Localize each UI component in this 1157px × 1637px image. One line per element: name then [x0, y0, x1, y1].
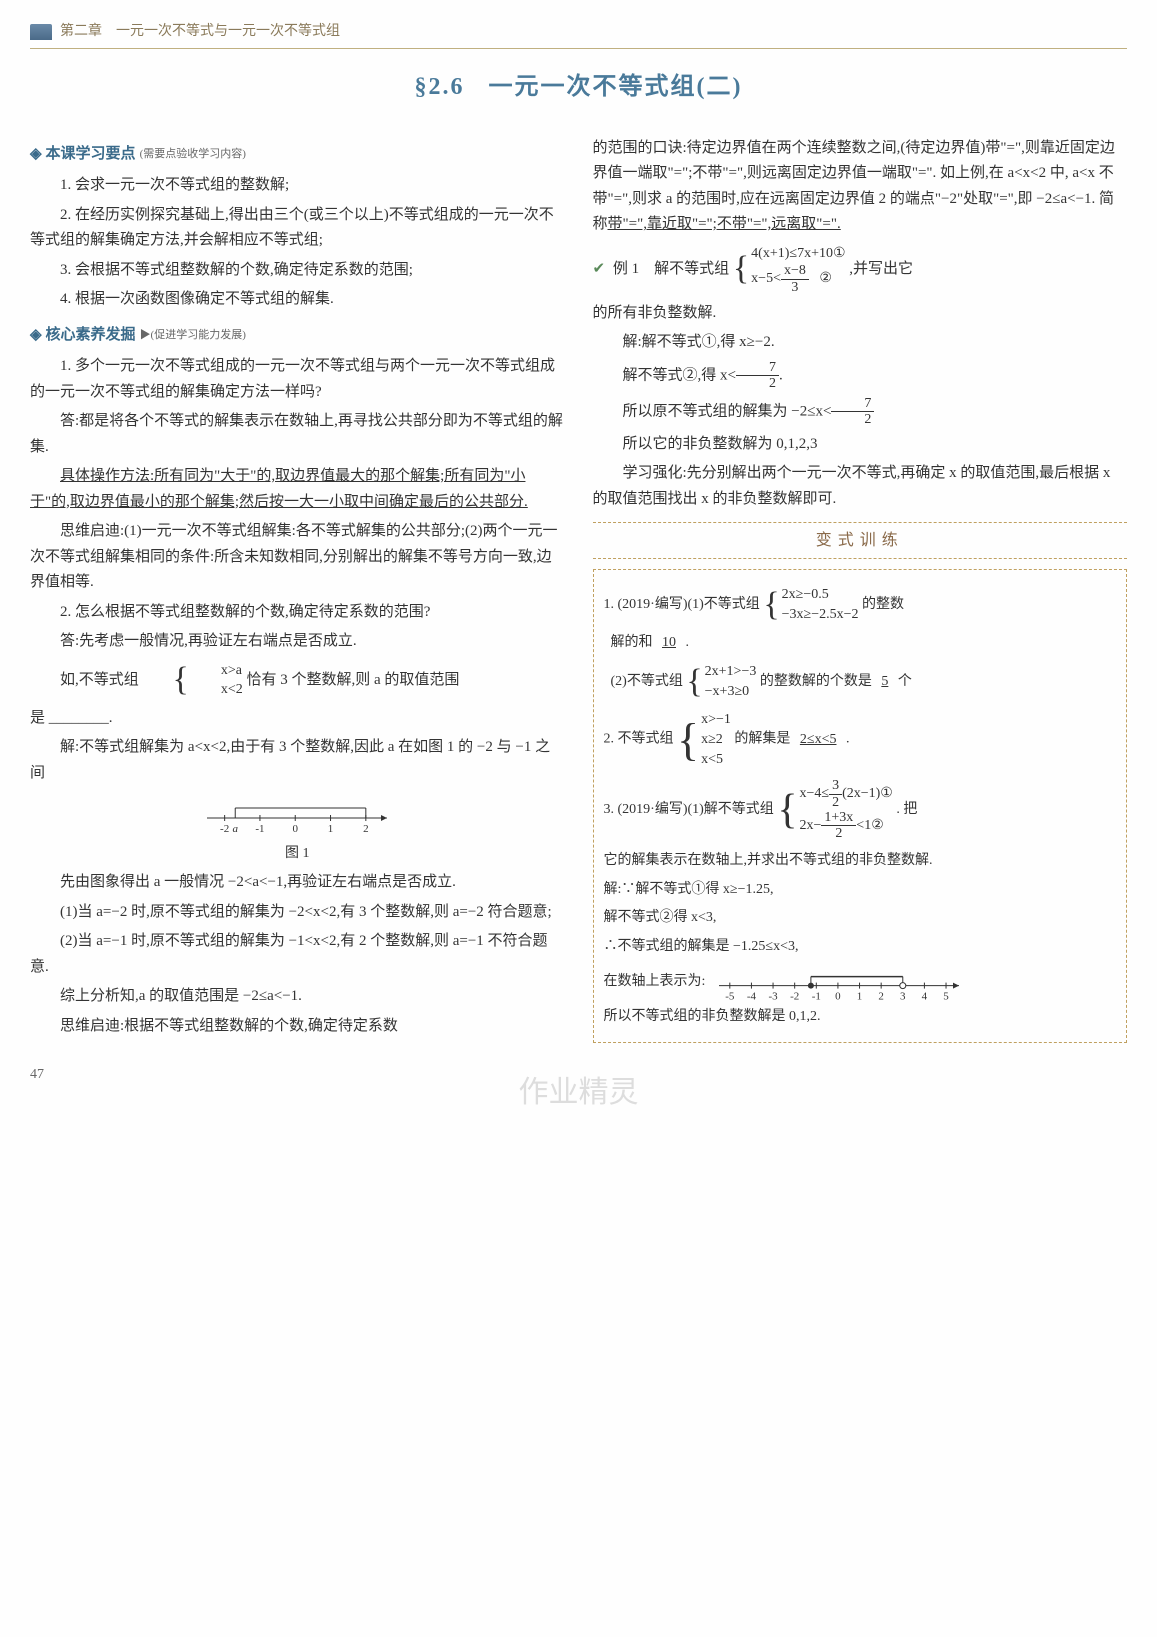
sol5: 综上分析知,a 的取值范围是 −2≤a<−1.	[30, 984, 565, 1010]
svg-text:0: 0	[835, 991, 841, 1000]
v3-nl: 在数轴上表示为: -5-4-3-2-1012345	[604, 964, 1117, 1000]
v3: 3. (2019·编写)(1)解不等式组 { x−4≤32(2x−1)① 2x−…	[604, 776, 1117, 844]
svg-text:4: 4	[922, 991, 928, 1000]
brace-icon: {	[733, 252, 749, 286]
sol1: 解:不等式组解集为 a<x<2,由于有 3 个整数解,因此 a 在如图 1 的 …	[30, 735, 565, 786]
eg-is: 是 ________.	[30, 706, 565, 732]
diamond-icon: ◈	[30, 323, 42, 349]
svg-text:5: 5	[943, 991, 949, 1000]
svg-text:-2: -2	[790, 991, 799, 1000]
eg-row1: x>a	[191, 661, 243, 681]
example1: ✔ 例 1 解不等式组 { 4(x+1)≤7x+10① x−5<x−83 ② ,…	[593, 242, 1128, 297]
watermark: 作业精灵	[30, 1067, 1127, 1118]
sp3: 3. 会根据不等式组整数解的个数,确定待定系数的范围;	[30, 258, 565, 284]
v2: 2. 不等式组 { x>−1 x≥2 x<5 的解集是 2≤x<5 .	[604, 708, 1117, 771]
tips-para: 的范围的口诀:待定边界值在两个连续整数之间,(待定边界值)带"=",则靠近固定边…	[593, 136, 1128, 238]
study-points-label: 本课学习要点	[46, 142, 136, 168]
ex1-s2: 解不等式②,得 x<72.	[593, 360, 1128, 392]
chapter-header: 第二章 一元一次不等式与一元一次不等式组	[30, 20, 1127, 49]
v3-s4: 所以不等式组的非负整数解是 0,1,2.	[604, 1005, 1117, 1029]
brace-icon: {	[777, 789, 797, 831]
v3-s3: ∴不等式组的解集是 −1.25≤x<3,	[604, 935, 1117, 959]
ex1-label: 例 1 解不等式组	[613, 261, 729, 277]
variant-box: 1. (2019·编写)(1)不等式组 { 2x≥−0.5 −3x≥−2.5x−…	[593, 569, 1128, 1043]
tips-underline: 带"=",靠近取"=";不带"=",远离取"=".	[608, 216, 841, 232]
core-literacy-note: ▶(促进学习能力发展)	[140, 326, 246, 345]
method: 具体操作方法:所有同为"大于"的,取边界值最大的那个解集;所有同为"小于"的,取…	[30, 464, 565, 515]
sp1: 1. 会求一元一次不等式组的整数解;	[30, 173, 565, 199]
check-icon: ✔	[593, 261, 606, 277]
diamond-icon: ◈	[30, 142, 42, 168]
book-icon	[30, 24, 52, 40]
siwei1: 思维启迪:(1)一元一次不等式组解集:各不等式解集的公共部分;(2)两个一元一次…	[30, 519, 565, 596]
chapter-header-text: 第二章 一元一次不等式与一元一次不等式组	[60, 20, 340, 44]
v1b: (2)不等式组 { 2x+1>−3 −x+3≥0 的整数解的个数是 5 个	[604, 660, 1117, 703]
v1: 1. (2019·编写)(1)不等式组 { 2x≥−0.5 −3x≥−2.5x−…	[604, 583, 1117, 626]
siwei2: 思维启迪:根据不等式组整数解的个数,确定待定系数	[30, 1014, 565, 1040]
v3-row1: x−4≤32(2x−1)①	[799, 778, 892, 810]
brace-icon: {	[143, 663, 189, 697]
ex1-row2: x−5<x−83 ②	[751, 263, 845, 295]
v1-line2: 解的和 10 .	[604, 631, 1117, 655]
svg-text:0: 0	[293, 823, 299, 834]
a2: 答:先考虑一般情况,再验证左右端点是否成立.	[30, 629, 565, 655]
v1b-answer: 5	[875, 674, 894, 689]
example-inline: 如,不等式组 { x>a x<2 恰有 3 个整数解,则 a 的取值范围	[30, 659, 565, 702]
eg-system: { x>a x<2	[143, 661, 243, 700]
ex1-s3: 所以原不等式组的解集为 −2≤x<72	[593, 396, 1128, 428]
v3-s1: 解:∵解不等式①得 x≥−1.25,	[604, 878, 1117, 902]
study-points-note: (需要点验收学习内容)	[140, 145, 246, 164]
ex1-s1: 解:解不等式①,得 x≥−2.	[593, 330, 1128, 356]
svg-text:-2: -2	[220, 823, 229, 834]
left-column: ◈ 本课学习要点 (需要点验收学习内容) 1. 会求一元一次不等式组的整数解; …	[30, 132, 565, 1043]
ex1-tail: ,并写出它	[849, 261, 913, 277]
sp4: 4. 根据一次函数图像确定不等式组的解集.	[30, 287, 565, 313]
v3-line2: 它的解集表示在数轴上,并求出不等式组的非负整数解.	[604, 849, 1117, 873]
svg-text:-4: -4	[747, 991, 757, 1000]
svg-text:3: 3	[900, 991, 906, 1000]
study-points-heading: ◈ 本课学习要点 (需要点验收学习内容)	[30, 142, 565, 168]
sol4: (2)当 a=−1 时,原不等式组的解集为 −1<x<2,有 2 个整数解,则 …	[30, 929, 565, 980]
eg-tail: 恰有 3 个整数解,则 a 的取值范围	[247, 672, 460, 688]
sp2: 2. 在经历实例探究基础上,得出由三个(或三个以上)不等式组成的一元一次不等式组…	[30, 203, 565, 254]
v3-s2: 解不等式②得 x<3,	[604, 906, 1117, 930]
svg-text:2: 2	[878, 991, 884, 1000]
svg-text:-1: -1	[256, 823, 265, 834]
fig1-caption: 图 1	[30, 842, 565, 866]
q2: 2. 怎么根据不等式组整数解的个数,确定待定系数的范围?	[30, 600, 565, 626]
eg-row2: x<2	[191, 680, 243, 700]
right-column: 的范围的口诀:待定边界值在两个连续整数之间,(待定边界值)带"=",则靠近固定边…	[593, 132, 1128, 1043]
core-literacy-heading: ◈ 核心素养发掘 ▶(促进学习能力发展)	[30, 323, 565, 349]
a1: 答:都是将各个不等式的解集表示在数轴上,再寻找公共部分即为不等式组的解集.	[30, 409, 565, 460]
ex1-s4: 所以它的非负整数解为 0,1,2,3	[593, 432, 1128, 458]
v3-row2: 2x−1+3x2<1②	[799, 810, 892, 842]
ex1-row1: 4(x+1)≤7x+10①	[751, 244, 845, 264]
svg-text:a: a	[233, 823, 239, 834]
ex1-system: { 4(x+1)≤7x+10① x−5<x−83 ②	[733, 244, 846, 295]
brace-icon: {	[763, 588, 779, 622]
svg-text:2: 2	[363, 823, 369, 834]
v1-answer: 10	[656, 635, 682, 650]
svg-text:-1: -1	[812, 991, 821, 1000]
q1: 1. 多个一元一次不等式组成的一元一次不等式组与两个一元一次不等式组成的一元一次…	[30, 354, 565, 405]
sol3: (1)当 a=−2 时,原不等式组的解集为 −2<x<2,有 3 个整数解,则 …	[30, 900, 565, 926]
sol2: 先由图象得出 a 一般情况 −2<a<−1,再验证左右端点是否成立.	[30, 870, 565, 896]
section-title: §2.6 一元一次不等式组(二)	[30, 67, 1127, 108]
brace-icon: {	[677, 717, 699, 763]
ex1-strength: 学习强化:先分别解出两个一元一次不等式,再确定 x 的取值范围,最后根据 x 的…	[593, 461, 1128, 512]
svg-text:1: 1	[328, 823, 334, 834]
core-literacy-label: 核心素养发掘	[46, 323, 136, 349]
eg-intro: 如,不等式组	[60, 672, 139, 688]
brace-icon: {	[686, 665, 702, 699]
numberline-1: -2 -1 0 1 2 a	[30, 794, 565, 834]
svg-text:-3: -3	[768, 991, 778, 1000]
svg-text:1: 1	[857, 991, 863, 1000]
section-title-text: 一元一次不等式组(二)	[489, 74, 743, 100]
svg-text:-5: -5	[725, 991, 735, 1000]
ex1-tail2: 的所有非负整数解.	[593, 301, 1128, 327]
section-number: §2.6	[415, 74, 465, 100]
variant-header: 变式训练	[593, 522, 1128, 559]
v2-answer: 2≤x<5	[794, 732, 843, 747]
